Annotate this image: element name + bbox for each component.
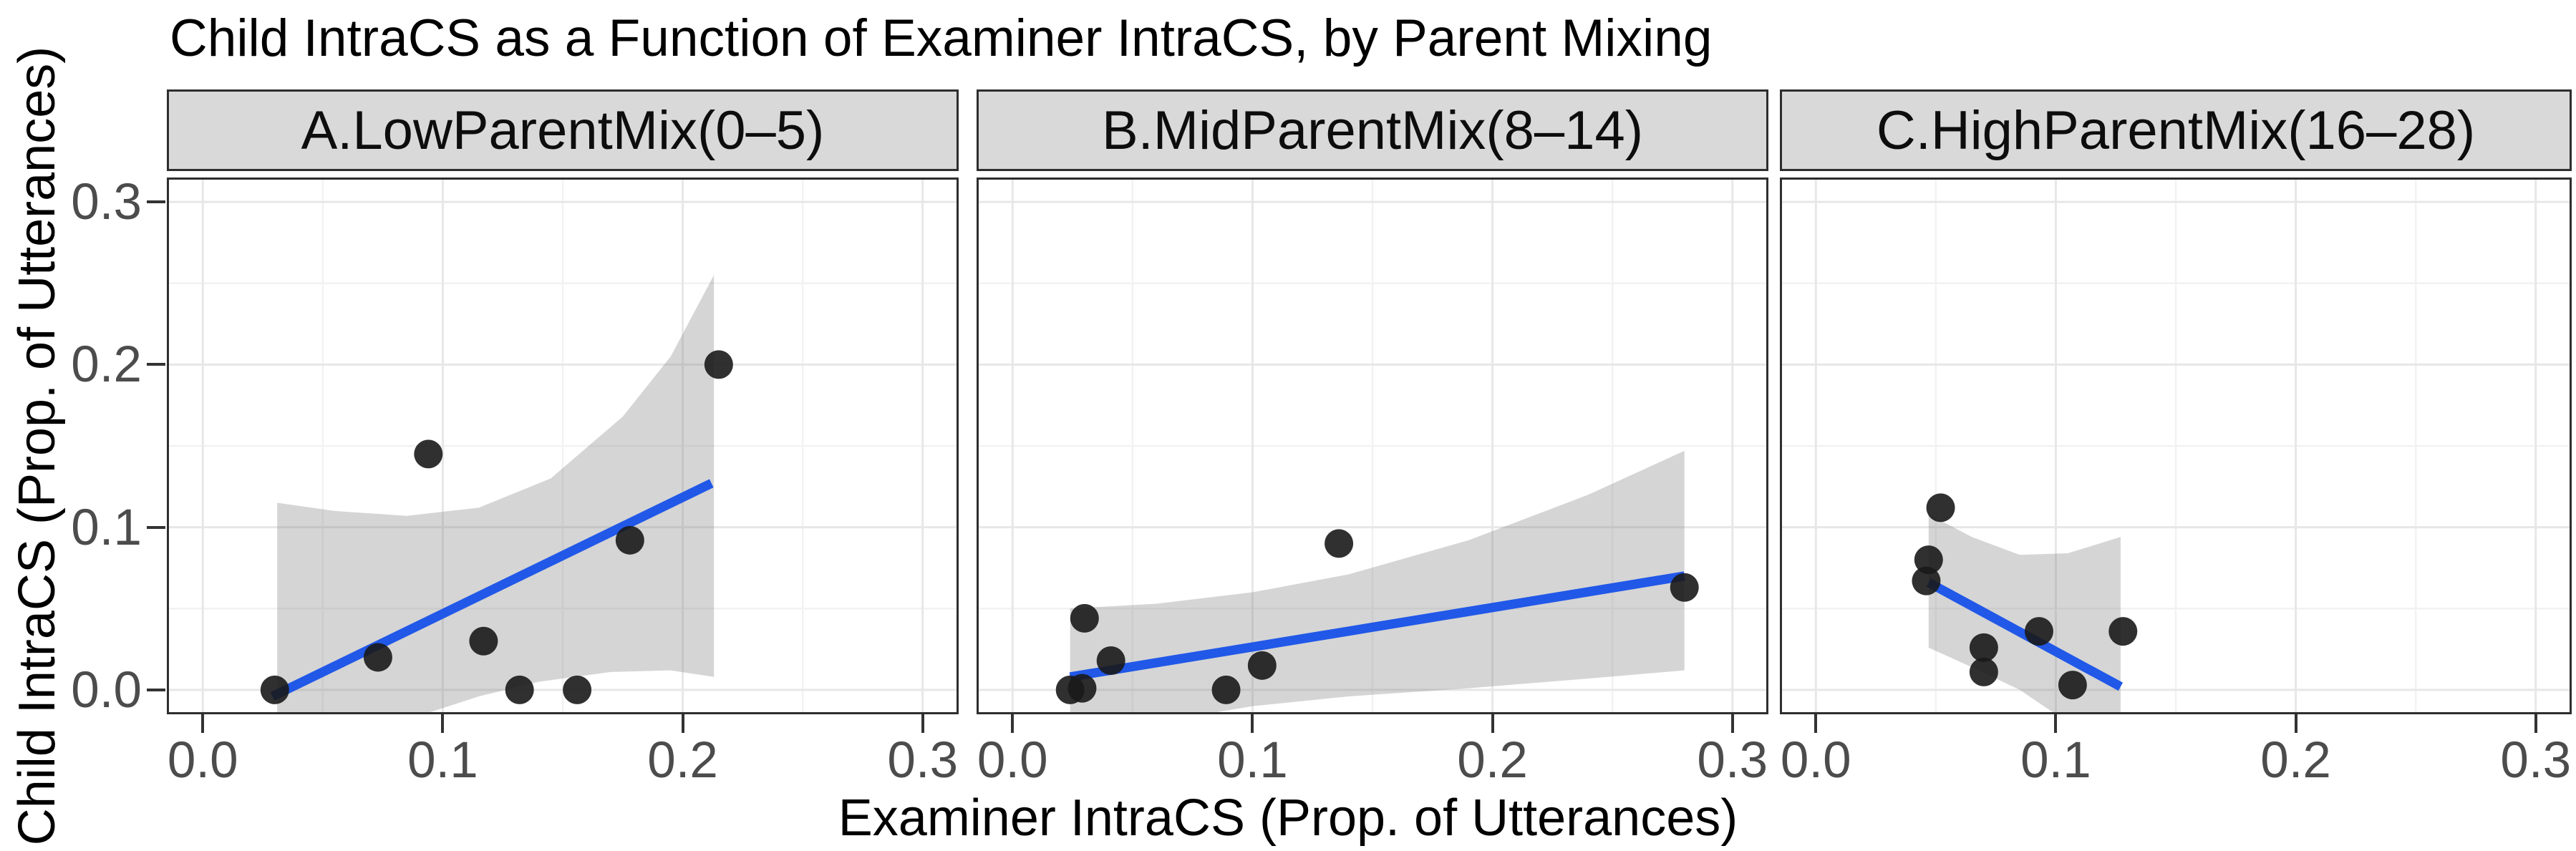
x-axis-tick-label: 0.0 xyxy=(1780,732,1851,789)
facet-strip-high-parent-mix: C.HighParentMix(16–28) xyxy=(1780,89,2572,171)
regression-line xyxy=(270,479,714,701)
data-point xyxy=(1912,566,1941,595)
x-axis-tick-label: 0.2 xyxy=(2260,732,2331,789)
confidence-band xyxy=(1070,450,1685,714)
y-axis-tick xyxy=(147,688,165,691)
data-point xyxy=(469,626,498,656)
y-axis-tick-label: 0.2 xyxy=(71,336,142,394)
regression-line xyxy=(1069,571,1685,682)
x-axis-tick xyxy=(921,714,924,733)
y-axis-tick xyxy=(147,525,165,529)
x-axis-tick xyxy=(2054,714,2058,733)
data-point xyxy=(1969,657,1998,686)
data-point xyxy=(1969,633,1998,662)
data-point xyxy=(2108,617,2138,646)
x-axis-tick-label: 0.3 xyxy=(887,732,959,789)
data-point xyxy=(1926,493,1955,522)
x-axis-tick-label: 0.1 xyxy=(2020,732,2091,789)
data-point xyxy=(363,643,392,672)
data-point xyxy=(414,439,443,469)
x-axis-title: Examiner IntraCS (Prop. of Utterances) xyxy=(838,789,1738,847)
y-axis-tick-label: 0.3 xyxy=(71,174,142,231)
x-axis-tick xyxy=(1251,714,1254,733)
data-point xyxy=(260,675,289,704)
facet-strip-label: A.LowParentMix(0–5) xyxy=(301,99,825,161)
facet-strip-mid-parent-mix: B.MidParentMix(8–14) xyxy=(977,89,1768,171)
facet-strip-label: C.HighParentMix(16–28) xyxy=(1876,99,2476,161)
data-point xyxy=(1067,673,1097,703)
data-point xyxy=(1914,545,1943,575)
y-axis-tick xyxy=(147,200,165,204)
data-point xyxy=(615,525,644,555)
regression-line xyxy=(1926,578,2124,691)
x-axis-tick-label: 0.2 xyxy=(647,732,718,789)
data-point xyxy=(2024,617,2053,646)
x-axis-tick-label: 0.3 xyxy=(1697,732,1768,789)
x-axis-tick xyxy=(1814,714,1818,733)
confidence-band xyxy=(277,275,715,714)
x-axis-tick-label: 0.3 xyxy=(2500,732,2572,789)
x-axis-tick xyxy=(2534,714,2537,733)
y-axis-tick-label: 0.1 xyxy=(71,499,142,556)
data-point xyxy=(1325,529,1354,558)
data-point xyxy=(1247,651,1277,680)
data-point xyxy=(1096,646,1125,675)
x-axis-tick-label: 0.0 xyxy=(167,732,238,789)
y-axis-tick-label: 0.0 xyxy=(71,661,142,719)
x-axis-tick xyxy=(1011,714,1015,733)
x-axis-tick xyxy=(1730,714,1734,733)
data-point xyxy=(1070,603,1099,633)
x-axis-tick xyxy=(441,714,445,733)
facet-strip-label: B.MidParentMix(8–14) xyxy=(1101,99,1644,161)
data-point xyxy=(1670,573,1699,602)
data-point xyxy=(563,675,592,704)
x-axis-tick-label: 0.2 xyxy=(1457,732,1528,789)
x-axis-tick-label: 0.0 xyxy=(977,732,1048,789)
data-point xyxy=(2058,671,2087,700)
plot-panel-c xyxy=(1780,178,2572,714)
x-axis-tick xyxy=(201,714,205,733)
data-point xyxy=(704,350,733,379)
x-axis-tick xyxy=(2294,714,2297,733)
plot-panel-b xyxy=(977,178,1768,714)
plot-title: Child IntraCS as a Function of Examiner … xyxy=(170,9,1713,67)
confidence-band xyxy=(1928,514,2121,714)
data-point xyxy=(1211,675,1241,704)
facet-strip-low-parent-mix: A.LowParentMix(0–5) xyxy=(167,89,959,171)
x-axis-tick xyxy=(681,714,684,733)
data-point xyxy=(505,675,534,704)
panel-border xyxy=(977,178,1768,714)
panel-border xyxy=(167,178,959,714)
x-axis-tick-label: 0.1 xyxy=(407,732,478,789)
x-axis-tick-label: 0.1 xyxy=(1217,732,1288,789)
plot-panel-a xyxy=(167,178,959,714)
y-axis-tick xyxy=(147,363,165,366)
x-axis-tick xyxy=(1491,714,1494,733)
panel-border xyxy=(1780,178,2572,714)
